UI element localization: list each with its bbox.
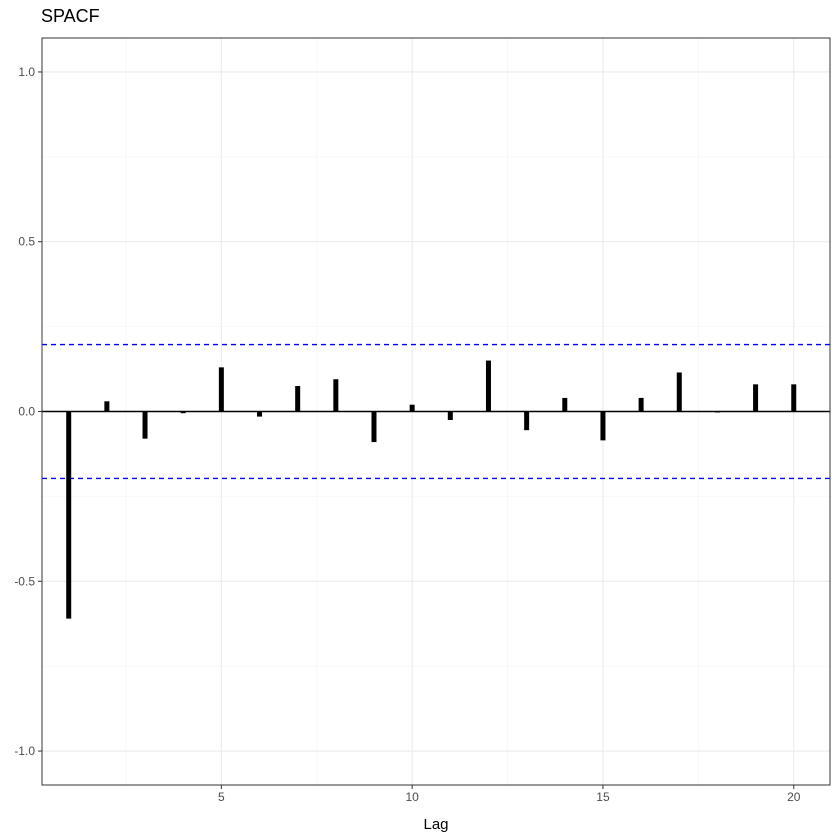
y-tick-label: 0.0 xyxy=(18,405,35,419)
x-tick-label: 10 xyxy=(405,790,419,804)
spacf-bar-lag-18 xyxy=(714,411,720,413)
spacf-bar-lag-19 xyxy=(753,384,759,412)
x-axis: 5 10 15 20 xyxy=(218,785,801,804)
x-tick-label: 15 xyxy=(596,790,610,804)
spacf-bar-lag-14 xyxy=(562,397,568,412)
spacf-bar-lag-11 xyxy=(447,411,453,420)
spacf-bar-lag-5 xyxy=(218,367,224,412)
y-tick-label: -1.0 xyxy=(14,744,35,758)
spacf-bar-lag-6 xyxy=(257,411,263,417)
y-axis: -1.0 -0.5 0.0 0.5 1.0 xyxy=(14,65,42,758)
spacf-bar-lag-15 xyxy=(600,411,606,441)
spacf-bars xyxy=(66,360,797,619)
spacf-bar-lag-4 xyxy=(180,411,186,414)
spacf-bar-lag-8 xyxy=(333,379,339,412)
spacf-bar-lag-16 xyxy=(638,397,644,412)
spacf-bar-lag-9 xyxy=(371,411,377,443)
y-tick-label: -0.5 xyxy=(14,574,35,588)
spacf-bar-lag-13 xyxy=(524,411,530,431)
x-tick-label: 20 xyxy=(787,790,801,804)
chart-title: SPACF xyxy=(41,6,100,26)
x-tick-label: 5 xyxy=(218,790,225,804)
spacf-bar-lag-7 xyxy=(295,386,301,412)
spacf-bar-lag-1 xyxy=(66,411,72,619)
spacf-bar-lag-3 xyxy=(142,411,148,439)
spacf-bar-lag-20 xyxy=(791,384,797,412)
spacf-bar-lag-10 xyxy=(409,404,415,412)
y-tick-label: 1.0 xyxy=(18,65,35,79)
y-tick-label: 0.5 xyxy=(18,235,35,249)
spacf-bar-lag-2 xyxy=(104,401,110,412)
x-axis-label: Lag xyxy=(423,816,448,833)
spacf-bar-lag-17 xyxy=(676,372,682,412)
spacf-bar-lag-12 xyxy=(485,360,491,412)
